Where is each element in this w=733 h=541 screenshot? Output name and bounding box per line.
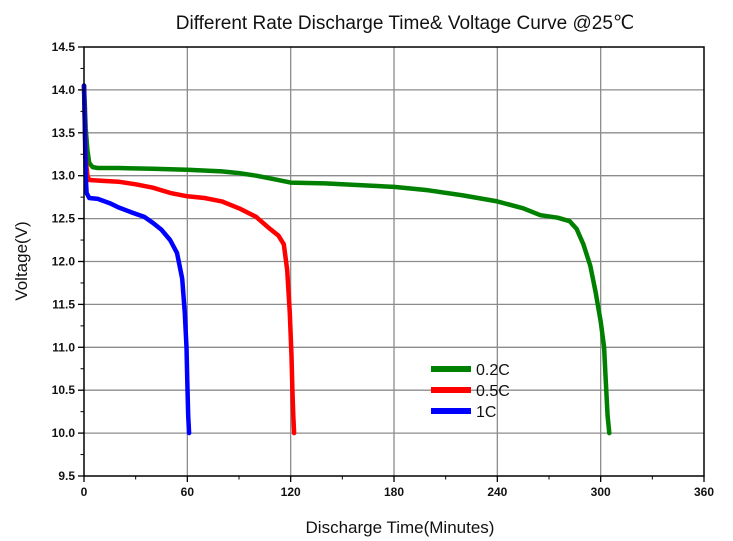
x-tick-label: 240: [487, 485, 507, 499]
y-tick-label: 12.0: [52, 255, 76, 269]
series-line-0-5c: [81, 83, 297, 436]
y-tick-label: 13.5: [52, 126, 76, 140]
y-tick-label: 12.5: [52, 212, 76, 226]
legend-label: 1C: [476, 404, 496, 421]
legend-label: 0.5C: [476, 383, 510, 400]
x-tick-label: 360: [694, 485, 714, 499]
ticks: 0 60 120 180 240 300 360 9.5 10.0 10.5 11.0 11.5 12.…: [52, 40, 715, 499]
y-tick-label: 10.5: [52, 383, 76, 397]
y-tick-label: 14.0: [52, 83, 76, 97]
x-tick-label: 120: [281, 485, 301, 499]
y-tick-label: 11.0: [52, 340, 75, 354]
y-tick-label: 9.5: [58, 469, 75, 483]
x-tick-label: 60: [181, 485, 195, 499]
series-layer: [81, 83, 612, 436]
x-tick-label: 180: [384, 485, 404, 499]
y-tick-label: 11.5: [52, 297, 75, 311]
x-tick-label: 0: [81, 485, 88, 499]
series-line-1c: [81, 83, 192, 436]
legend-label: 0.2C: [476, 362, 510, 379]
y-tick-label: 14.5: [52, 40, 76, 54]
chart-title: Different Rate Discharge Time& Voltage C…: [176, 13, 635, 34]
legend: 0.2C 0.5C 1C: [431, 362, 510, 421]
x-axis-label: Discharge Time(Minutes): [306, 518, 495, 537]
x-tick-label: 300: [591, 485, 611, 499]
y-axis-label: Voltage(V): [12, 221, 31, 300]
y-tick-label: 10.0: [52, 426, 76, 440]
series-line-0-2c: [81, 83, 612, 436]
y-tick-label: 13.0: [52, 169, 76, 183]
